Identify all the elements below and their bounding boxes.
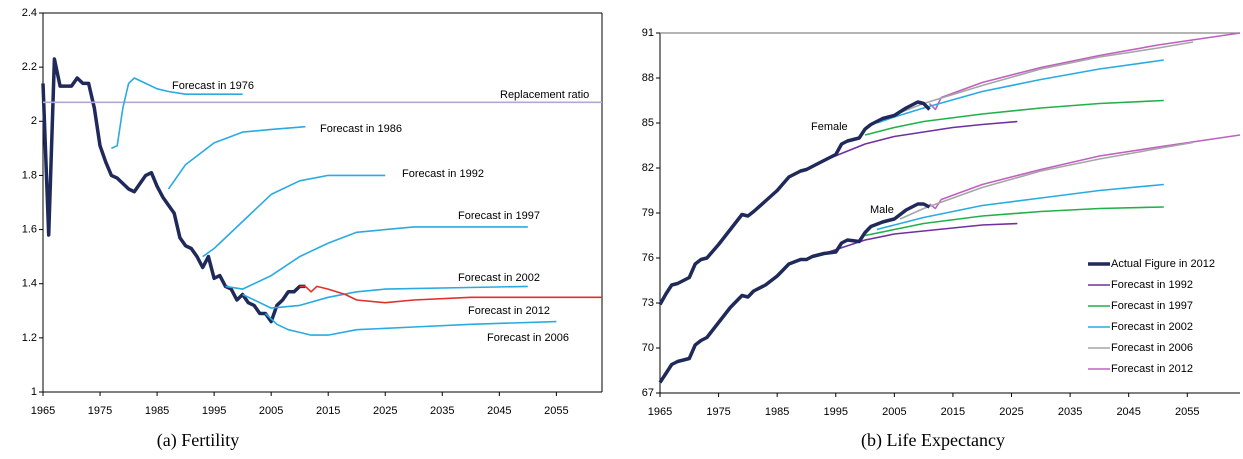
y-tick-label: 76: [642, 252, 654, 264]
series-label: Forecast in 2012: [468, 305, 550, 317]
x-tick-label: 2045: [1116, 406, 1140, 418]
y-tick-label: 67: [642, 387, 654, 399]
legend-label: Actual Figure in 2012: [1111, 258, 1215, 270]
series-line: [823, 120, 1018, 162]
y-tick-label: 1: [31, 386, 37, 398]
x-tick-label: 1965: [648, 406, 672, 418]
series-line: [876, 183, 1164, 231]
series-line: [167, 125, 306, 190]
series-line: [111, 77, 243, 150]
x-tick-label: 1965: [31, 405, 55, 417]
x-tick-label: 1975: [706, 406, 730, 418]
series-label: Forecast in 1992: [402, 168, 484, 180]
legend-label: Forecast in 2006: [1111, 342, 1193, 354]
x-tick-label: 2055: [1175, 406, 1199, 418]
x-tick-label: 1995: [824, 406, 848, 418]
x-tick-label: 2005: [882, 406, 906, 418]
x-tick-label: 2045: [487, 405, 511, 417]
x-tick-label: 2025: [373, 405, 397, 417]
series-line: [299, 285, 602, 304]
series-line: [864, 206, 1164, 237]
series-line: [928, 32, 1241, 111]
series-label: Forecast in 2006: [487, 332, 569, 344]
y-tick-label: 1.6: [22, 223, 37, 235]
y-tick-label: 2.2: [22, 61, 37, 73]
y-tick-label: 85: [642, 117, 654, 129]
series-label: Forecast in 1997: [458, 210, 540, 222]
x-tick-label: 2015: [941, 406, 965, 418]
x-tick-label: 1995: [202, 405, 226, 417]
y-tick-label: 2: [31, 115, 37, 127]
x-tick-label: 2035: [430, 405, 454, 417]
y-tick-label: 1.2: [22, 332, 37, 344]
y-tick-label: 82: [642, 162, 654, 174]
series-line: [876, 59, 1164, 124]
series-line: [202, 174, 386, 258]
series-line: [658, 202, 931, 384]
x-tick-label: 1975: [88, 405, 112, 417]
x-tick-label: 2055: [544, 405, 568, 417]
series-line: [225, 226, 528, 290]
y-tick-label: 91: [642, 27, 654, 39]
legend-label: Forecast in 1992: [1111, 279, 1193, 291]
series-line: [823, 222, 1018, 255]
y-tick-label: 1.4: [22, 278, 37, 290]
caption: (a) Fertility: [157, 430, 239, 451]
y-tick-label: 1.8: [22, 169, 37, 181]
x-tick-label: 1985: [765, 406, 789, 418]
female-label: Female: [811, 121, 848, 133]
series-line: [899, 141, 1194, 220]
x-tick-label: 2025: [999, 406, 1023, 418]
legend-label: Forecast in 2002: [1111, 321, 1193, 333]
series-line: [929, 134, 1241, 210]
y-tick-label: 2.4: [22, 7, 37, 19]
series-label: Forecast in 1976: [172, 80, 254, 92]
series-line: [264, 312, 557, 336]
y-tick-label: 88: [642, 72, 654, 84]
series-label: Forecast in 1986: [320, 123, 402, 135]
y-tick-label: 70: [642, 342, 654, 354]
x-tick-label: 2005: [259, 405, 283, 417]
series-line: [242, 285, 528, 309]
y-tick-label: 79: [642, 207, 654, 219]
x-tick-label: 2015: [316, 405, 340, 417]
caption: (b) Life Expectancy: [861, 430, 1005, 451]
x-tick-label: 2035: [1058, 406, 1082, 418]
y-tick-label: 73: [642, 297, 654, 309]
series-line: [41, 57, 306, 324]
male-label: Male: [870, 204, 894, 216]
series-label: Replacement ratio: [500, 89, 589, 101]
legend-label: Forecast in 1997: [1111, 300, 1193, 312]
x-tick-label: 1985: [145, 405, 169, 417]
series-line: [658, 100, 931, 306]
series-line: [864, 99, 1164, 136]
series-label: Forecast in 2002: [458, 272, 540, 284]
legend-label: Forecast in 2012: [1111, 363, 1193, 375]
